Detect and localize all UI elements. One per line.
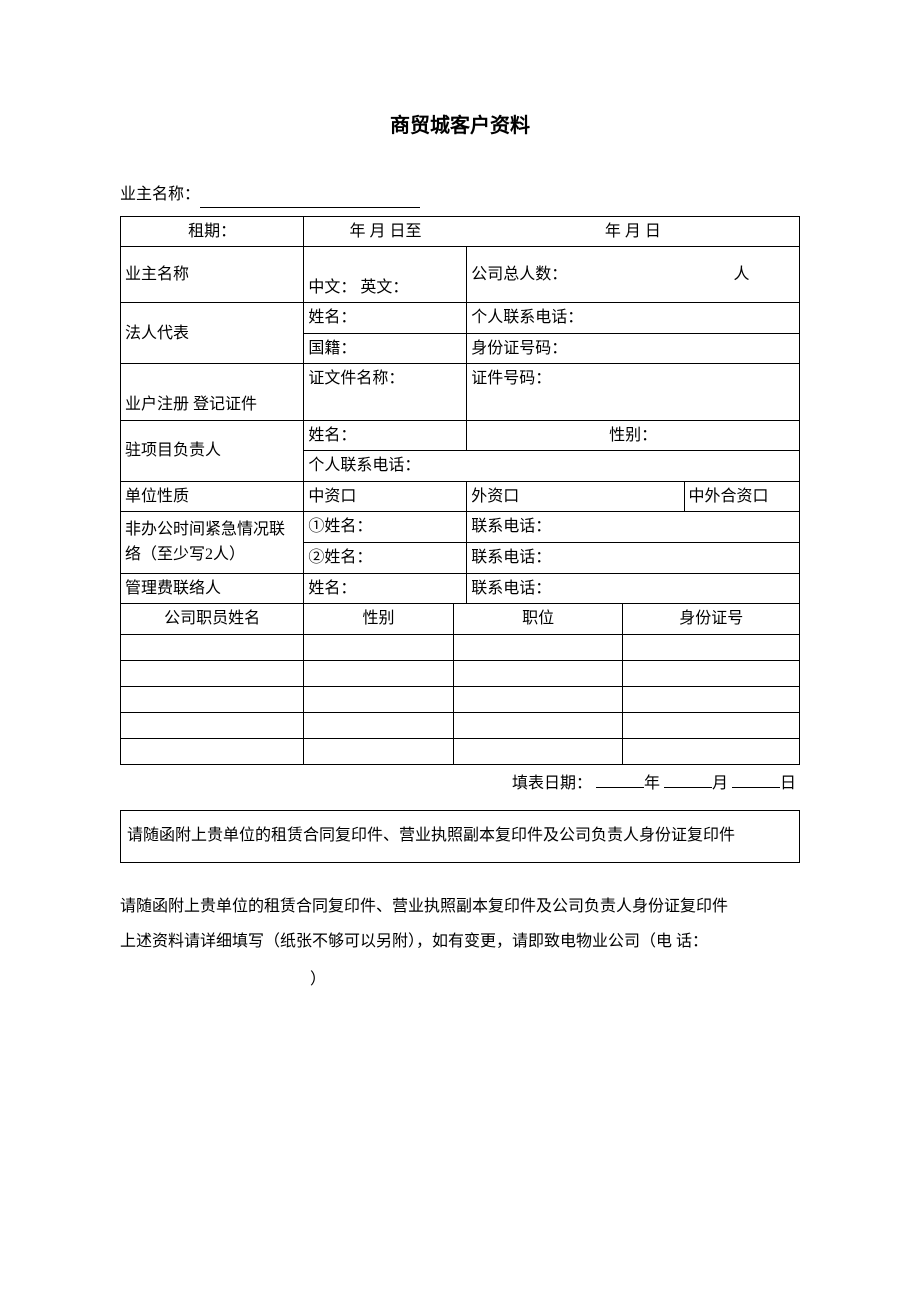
owner-name-line: 业主名称：	[120, 182, 800, 208]
owner-name-label: 业主名称：	[120, 186, 200, 203]
table-row[interactable]	[121, 660, 800, 686]
fill-date-year-blank[interactable]	[596, 772, 644, 788]
cert-number-blank[interactable]	[467, 394, 800, 420]
footer-line1: 请随函附上贵单位的租赁合同复印件、营业执照副本复印件及公司负责人身份证复印件	[120, 893, 800, 922]
emp-header-position: 职位	[453, 604, 623, 634]
legal-rep-label: 法人代表	[121, 303, 304, 364]
emp-header-gender: 性别	[304, 604, 453, 634]
lease-row: 租期： 年 月 日至 年 月 日	[121, 216, 800, 247]
proj-leader-name[interactable]: 姓名：	[304, 420, 467, 451]
table-row[interactable]	[121, 712, 800, 738]
fee-contact-name[interactable]: 姓名：	[304, 573, 467, 604]
fill-date-label: 填表日期：	[512, 775, 592, 792]
people-unit: 人	[684, 247, 799, 303]
footer-notes: 请随函附上贵单位的租赁合同复印件、营业执照副本复印件及公司负责人身份证复印件 上…	[120, 893, 800, 995]
emp-header-id: 身份证号	[623, 604, 800, 634]
attachment-note-box: 请随函附上贵单位的租赁合同复印件、营业执照副本复印件及公司负责人身份证复印件	[120, 810, 800, 862]
fee-contact-phone[interactable]: 联系电话：	[467, 573, 800, 604]
employee-header-row: 公司职员姓名 性别 职位 身份证号	[121, 604, 800, 634]
legal-rep-nationality[interactable]: 国籍：	[304, 333, 467, 364]
lease-from[interactable]: 年 月 日至	[304, 216, 467, 247]
fee-contact-label: 管理费联络人	[121, 573, 304, 604]
reg-cert-label: 业户注册 登记证件	[121, 364, 304, 420]
unit-type-label: 单位性质	[121, 481, 304, 512]
cert-number[interactable]: 证件号码：	[467, 364, 800, 394]
footer-close-paren: ）	[120, 966, 800, 995]
unit-type-jv[interactable]: 中外合资口	[684, 481, 799, 512]
owner-name-cell-label: 业主名称	[121, 247, 304, 303]
lease-to[interactable]: 年 月 日	[467, 216, 800, 247]
footer-line2: 上述资料请详细填写（纸张不够可以另附），如有变更，请即致电物业公司（电 话：	[120, 928, 800, 957]
owner-name-blank[interactable]	[200, 190, 420, 208]
legal-rep-phone[interactable]: 个人联系电话：	[467, 303, 800, 334]
fill-date-day: 日	[780, 775, 796, 792]
main-form-table: 租期： 年 月 日至 年 月 日 业主名称 公司总人数： 人 中文： 英文： 法…	[120, 216, 800, 605]
emerg2-phone[interactable]: 联系电话：	[467, 542, 800, 573]
emerg1-phone[interactable]: 联系电话：	[467, 512, 800, 543]
owner-name-value-top[interactable]	[304, 247, 467, 273]
employee-table: 公司职员姓名 性别 职位 身份证号	[120, 604, 800, 765]
cert-name[interactable]: 证文件名称：	[304, 364, 467, 394]
fill-date-day-blank[interactable]	[732, 772, 780, 788]
proj-leader-gender[interactable]: 性别：	[467, 420, 800, 451]
document-title: 商贸城客户资料	[120, 110, 800, 142]
owner-name-cn-en[interactable]: 中文： 英文：	[304, 273, 467, 303]
lease-label: 租期：	[121, 216, 304, 247]
emergency-label: 非办公时间紧急情况联络（至少写2人）	[121, 512, 304, 573]
legal-rep-id[interactable]: 身份证号码：	[467, 333, 800, 364]
fill-date-month: 月	[712, 775, 728, 792]
unit-type-cn[interactable]: 中资口	[304, 481, 467, 512]
total-people-label: 公司总人数：	[467, 247, 684, 303]
proj-leader-phone[interactable]: 个人联系电话：	[304, 451, 800, 482]
emp-header-name: 公司职员姓名	[121, 604, 304, 634]
fill-date-line: 填表日期： 年 月 日	[120, 765, 800, 811]
fill-date-year: 年	[644, 775, 660, 792]
proj-leader-label: 驻项目负责人	[121, 420, 304, 481]
unit-type-foreign[interactable]: 外资口	[467, 481, 684, 512]
cert-name-blank[interactable]	[304, 394, 467, 420]
table-row[interactable]	[121, 686, 800, 712]
fill-date-month-blank[interactable]	[664, 772, 712, 788]
table-row[interactable]	[121, 738, 800, 764]
emerg2-name[interactable]: ②姓名：	[304, 542, 467, 573]
table-row[interactable]	[121, 634, 800, 660]
legal-rep-name[interactable]: 姓名：	[304, 303, 467, 334]
emerg1-name[interactable]: ①姓名：	[304, 512, 467, 543]
